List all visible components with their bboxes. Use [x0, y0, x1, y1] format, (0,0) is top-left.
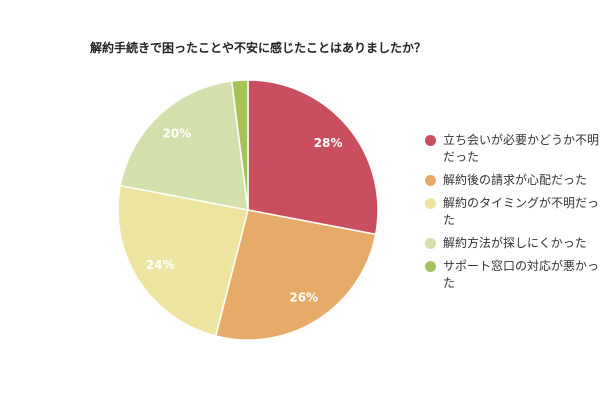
data-label: 28% [314, 136, 343, 150]
legend-item: 解約のタイミングが不明だった [425, 195, 600, 229]
data-label: 26% [289, 290, 318, 304]
pie-slice [119, 80, 249, 211]
pie-slice [117, 184, 249, 337]
legend-marker [425, 261, 436, 272]
pie-slice [214, 209, 377, 341]
legend-label: 解約のタイミングが不明だった [443, 196, 600, 227]
legend-label: 立ち会いが必要かどうか不明だった [443, 133, 600, 164]
data-label: 24% [146, 258, 175, 272]
legend-marker [425, 238, 436, 249]
chart-title: 解約手続きで困ったことや不安に感じたことはありましたか？ [90, 40, 426, 55]
legend-item: 解約後の請求が心配だった [425, 172, 600, 189]
data-label: 20% [162, 127, 191, 141]
pie-slice [230, 79, 249, 211]
legend-marker [425, 135, 436, 146]
legend-marker [425, 198, 436, 209]
legend-label: 解約後の請求が心配だった [443, 173, 588, 187]
legend-label: 解約方法が探しにくかった [443, 236, 587, 250]
legend-item: 立ち会いが必要かどうか不明だった [425, 132, 600, 166]
pie-slice [247, 79, 379, 236]
legend: 立ち会いが必要かどうか不明だった解約後の請求が心配だった解約のタイミングが不明だ… [425, 132, 600, 298]
legend-label: サポート窓口の対応が悪かった [443, 259, 600, 290]
legend-marker [425, 175, 436, 186]
legend-item: 解約方法が探しにくかった [425, 235, 600, 252]
legend-item: サポート窓口の対応が悪かった [425, 258, 600, 292]
